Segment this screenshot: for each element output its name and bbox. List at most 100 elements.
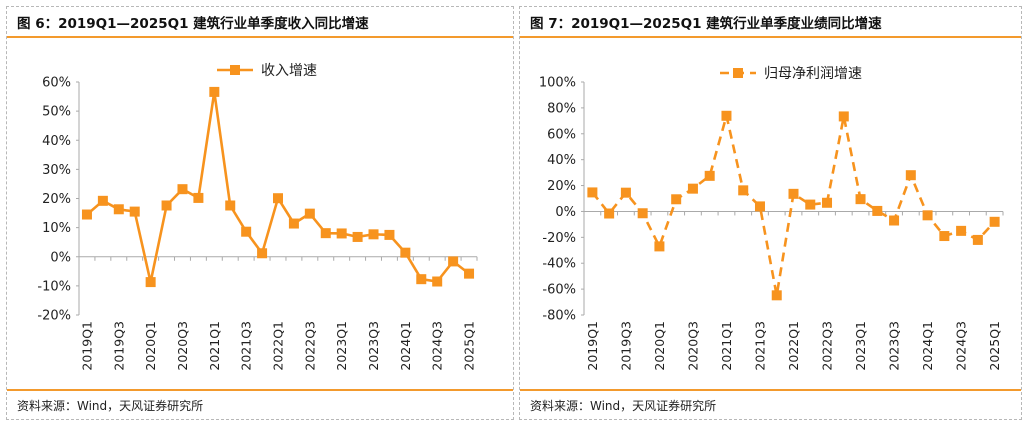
data-point [956, 225, 967, 236]
data-point [464, 268, 475, 279]
data-point [805, 199, 816, 210]
legend: 收入增速 [217, 63, 317, 79]
data-point [400, 247, 411, 258]
x-tick-label: 2019Q3 [111, 321, 126, 371]
data-point [754, 201, 765, 212]
data-point [448, 256, 459, 267]
y-tick-label: -80% [542, 309, 576, 324]
x-tick-label: 2023Q1 [853, 321, 868, 371]
y-tick-label: 0% [555, 205, 576, 220]
x-tick-label: 2020Q3 [175, 321, 190, 371]
data-point [97, 195, 108, 206]
y-tick-label: 50% [42, 105, 71, 120]
y-tick-label: 0% [50, 250, 71, 265]
x-tick-label: 2024Q1 [398, 321, 413, 371]
data-point [129, 206, 140, 217]
title-divider [520, 36, 1021, 38]
data-point [304, 208, 315, 219]
y-tick-label: 20% [547, 179, 576, 194]
data-point [587, 187, 598, 198]
x-tick-label: 2022Q3 [820, 321, 835, 371]
data-point [939, 231, 950, 242]
x-tick-label: 2023Q3 [366, 321, 381, 371]
data-point [432, 276, 443, 287]
x-tick-label: 2024Q3 [954, 321, 969, 371]
data-point [822, 197, 833, 208]
data-point [352, 231, 363, 242]
data-point [855, 194, 866, 205]
x-tick-label: 2024Q3 [430, 321, 445, 371]
data-point [384, 229, 395, 240]
x-tick-label: 2025Q1 [462, 321, 477, 371]
data-point [113, 204, 124, 215]
y-tick-label: 40% [42, 134, 71, 149]
source-divider [7, 389, 513, 391]
chart-panel-profit: 图 7：2019Q1—2025Q1 建筑行业单季度业绩同比增速 -80% -60%… [519, 6, 1022, 420]
title-divider [7, 36, 513, 38]
chart-source: 资料来源：Wind，天风证券研究所 [17, 399, 204, 413]
y-tick-label: 40% [547, 153, 576, 168]
y-tick-label: -10% [37, 279, 71, 294]
legend-marker [733, 68, 743, 78]
data-point [922, 210, 933, 221]
y-tick-label: 10% [42, 221, 71, 236]
chart-panel-revenue: 图 6：2019Q1—2025Q1 建筑行业单季度收入同比增速 -20% -10%… [6, 6, 514, 420]
series-line [86, 90, 470, 284]
data-point [872, 205, 883, 216]
data-point [273, 193, 283, 204]
data-point [972, 234, 983, 245]
data-point [81, 209, 92, 220]
x-tick-label: 2022Q1 [786, 321, 801, 371]
data-point [889, 215, 900, 226]
x-tick-label: 2021Q3 [752, 321, 767, 371]
legend: 归母净利润增速 [720, 65, 862, 82]
data-point [604, 208, 615, 219]
data-point [288, 218, 299, 229]
data-point [687, 183, 698, 194]
y-tick-label: 80% [547, 101, 576, 116]
data-point [416, 274, 427, 285]
data-point [771, 290, 782, 301]
data-point [145, 277, 156, 288]
data-point [788, 188, 799, 199]
data-point [704, 170, 715, 181]
profit-growth-chart: -80% -60% -40% -20% 0% 20% 40% 60% 80% 100% 2019Q1… [539, 65, 1004, 371]
x-tick-label: 2019Q1 [79, 321, 94, 371]
data-point [620, 187, 631, 198]
x-tick-label: 2020Q1 [652, 321, 667, 371]
y-tick-label: 100% [539, 76, 576, 91]
x-tick-label: 2020Q1 [143, 321, 158, 371]
x-tick-label: 2021Q1 [719, 321, 734, 371]
legend-label: 收入增速 [261, 63, 317, 79]
chart-source: 资料来源：Wind，天风证券研究所 [530, 399, 717, 413]
x-tick-label: 2023Q3 [887, 321, 902, 371]
data-point [193, 192, 204, 203]
data-point [721, 110, 732, 121]
data-point [838, 111, 849, 122]
y-tick-label: -20% [37, 309, 71, 324]
y-tick-label: -60% [542, 283, 576, 298]
y-tick-label: -20% [542, 231, 576, 246]
data-point [654, 241, 665, 252]
legend-label: 归母净利润增速 [764, 65, 862, 82]
data-point [905, 170, 916, 181]
y-tick-label: 20% [42, 192, 71, 207]
x-tick-label: 2022Q1 [271, 321, 286, 371]
chart-title: 图 7：2019Q1—2025Q1 建筑行业单季度业绩同比增速 [530, 16, 882, 32]
x-tick-label: 2022Q3 [302, 321, 317, 371]
data-point [257, 248, 268, 259]
data-point [637, 208, 648, 219]
x-tick-label: 2020Q3 [685, 321, 700, 371]
x-tick-label: 2019Q3 [618, 321, 633, 371]
x-tick-label: 2025Q1 [987, 321, 1002, 371]
x-tick-label: 2024Q1 [920, 321, 935, 371]
x-tick-label: 2021Q3 [239, 321, 254, 371]
series-line [591, 114, 996, 297]
data-point [738, 185, 749, 196]
data-point [241, 226, 252, 237]
y-tick-label: -40% [542, 257, 576, 272]
data-point [209, 86, 220, 97]
chart-title: 图 6：2019Q1—2025Q1 建筑行业单季度收入同比增速 [17, 16, 369, 32]
data-point [161, 200, 172, 211]
x-tick-label: 2019Q1 [585, 321, 600, 371]
